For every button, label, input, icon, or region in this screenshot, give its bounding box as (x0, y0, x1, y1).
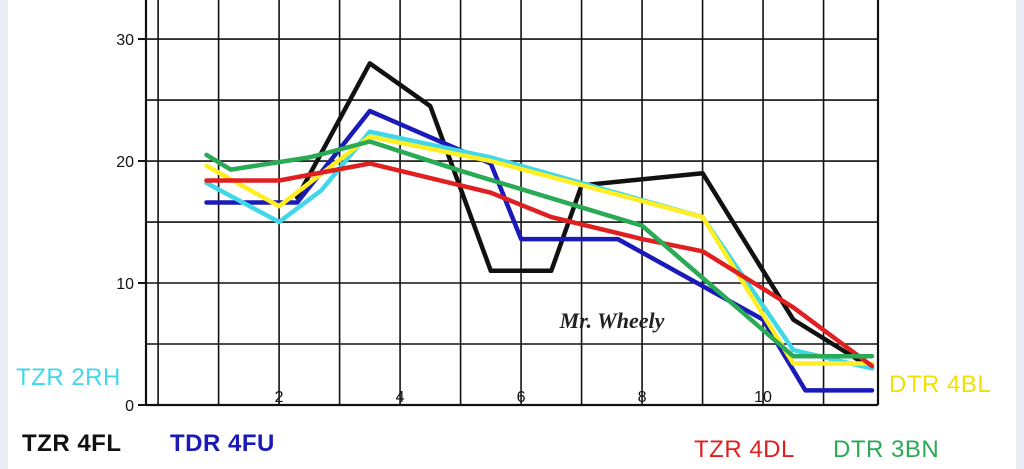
legend-label-tdr-4fu: TDR 4FU (170, 430, 275, 457)
chart-axes (144, 0, 880, 407)
x-tick-label: 4 (396, 389, 405, 406)
x-tick-label: 6 (517, 389, 526, 406)
series-line-dtr-3bn (204, 139, 875, 359)
chart-ticks: 0 10 20 30 2 4 6 8 10 (116, 32, 772, 415)
y-tick-label: 30 (116, 32, 134, 49)
x-tick-label: 10 (754, 389, 772, 406)
series-line-tdr-4fu (204, 108, 875, 393)
y-tick-label: 10 (116, 276, 134, 293)
series-line-tzr-4fl (294, 61, 875, 371)
legend-label-dtr-3bn: DTR 3BN (833, 436, 940, 463)
x-tick-label: 2 (275, 389, 284, 406)
y-tick-label: 0 (125, 398, 134, 415)
legend-label-tzr-4dl: TZR 4DL (694, 436, 795, 463)
series-line-tzr-2rh (204, 129, 875, 371)
chart-annotation: Mr. Wheely (559, 308, 665, 333)
legend-label-tzr-2rh: TZR 2RH (16, 364, 121, 391)
series-line-tzr-4dl (204, 161, 875, 369)
legend-label-dtr-4bl: DTR 4BL (889, 371, 992, 398)
chart-series (204, 61, 875, 393)
x-tick-label: 8 (638, 389, 647, 406)
series-line-dtr-4bl (204, 134, 875, 366)
y-tick-label: 20 (116, 154, 134, 171)
legend-label-tzr-4fl: TZR 4FL (22, 430, 122, 457)
